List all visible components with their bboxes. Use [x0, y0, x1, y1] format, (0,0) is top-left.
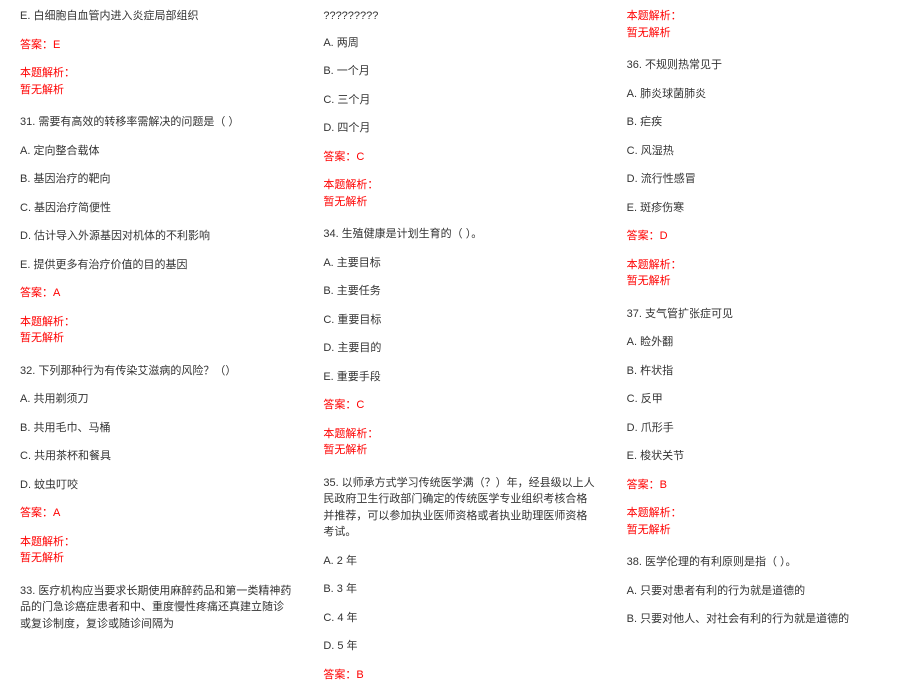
- q32-option-d: D. 蚊虫叮咬: [20, 477, 293, 494]
- q36-option-d: D. 流行性感冒: [627, 171, 900, 188]
- q34-option-b: B. 主要任务: [323, 283, 596, 300]
- q32-option-b: B. 共用毛巾、马桶: [20, 420, 293, 437]
- q33-option-a: A. 两周: [323, 35, 596, 52]
- q35-question: 35. 以师承方式学习传统医学满（？）年，经县级以上人民政府卫生行政部门确定的传…: [323, 475, 596, 541]
- q30-answer: 答案：E: [20, 37, 293, 54]
- q38-option-b: B. 只要对他人、对社会有利的行为就是道德的: [627, 611, 900, 628]
- q36-analysis-content: 暂无解析: [627, 273, 900, 290]
- q34-analysis-content: 暂无解析: [323, 442, 596, 459]
- q37-analysis-content: 暂无解析: [627, 522, 900, 539]
- q36-question: 36. 不规则热常见于: [627, 57, 900, 74]
- q30-analysis-label: 本题解析：: [20, 65, 293, 82]
- q34-option-e: E. 重要手段: [323, 369, 596, 386]
- q34-option-d: D. 主要目的: [323, 340, 596, 357]
- q33-answer: 答案：C: [323, 149, 596, 166]
- q34-analysis-label: 本题解析：: [323, 426, 596, 443]
- q31-option-c: C. 基因治疗简便性: [20, 200, 293, 217]
- page-container: E. 白细胞自血管内进入炎症局部组织 答案：E 本题解析： 暂无解析 31. 需…: [0, 0, 920, 651]
- q31-option-a: A. 定向整合载体: [20, 143, 293, 160]
- q33-option-d: D. 四个月: [323, 120, 596, 137]
- q34-option-c: C. 重要目标: [323, 312, 596, 329]
- q33-question: 33. 医疗机构应当要求长期使用麻醉药品和第一类精神药品的门急诊癌症患者和中、重…: [20, 583, 293, 633]
- q33-placeholder: ?????????: [323, 8, 596, 25]
- q37-answer: 答案：B: [627, 477, 900, 494]
- q36-option-e: E. 斑疹伤寒: [627, 200, 900, 217]
- q38-option-a: A. 只要对患者有利的行为就是道德的: [627, 583, 900, 600]
- q34-option-a: A. 主要目标: [323, 255, 596, 272]
- q31-option-b: B. 基因治疗的靶向: [20, 171, 293, 188]
- q32-option-a: A. 共用剃须刀: [20, 391, 293, 408]
- q37-option-e: E. 梭状关节: [627, 448, 900, 465]
- q33-option-b: B. 一个月: [323, 63, 596, 80]
- q30-analysis-content: 暂无解析: [20, 82, 293, 99]
- q36-answer: 答案：D: [627, 228, 900, 245]
- q37-option-d: D. 爪形手: [627, 420, 900, 437]
- q35-option-c: C. 4 年: [323, 610, 596, 627]
- q30-option-e: E. 白细胞自血管内进入炎症局部组织: [20, 8, 293, 25]
- q35-analysis-content: 暂无解析: [627, 25, 900, 42]
- q31-analysis-label: 本题解析：: [20, 314, 293, 331]
- q31-analysis-content: 暂无解析: [20, 330, 293, 347]
- q32-analysis-label: 本题解析：: [20, 534, 293, 551]
- q33-analysis-label: 本题解析：: [323, 177, 596, 194]
- q32-answer: 答案：A: [20, 505, 293, 522]
- q36-option-c: C. 风湿热: [627, 143, 900, 160]
- q36-option-b: B. 疟疾: [627, 114, 900, 131]
- q34-question: 34. 生殖健康是计划生育的（ ）。: [323, 226, 596, 243]
- q35-answer: 答案：B: [323, 667, 596, 683]
- q32-question: 32. 下列那种行为有传染艾滋病的风险？（）: [20, 363, 293, 380]
- q35-option-a: A. 2 年: [323, 553, 596, 570]
- column-3: 本题解析： 暂无解析 36. 不规则热常见于 A. 肺炎球菌肺炎 B. 疟疾 C…: [613, 0, 920, 651]
- q37-option-b: B. 杵状指: [627, 363, 900, 380]
- q35-option-b: B. 3 年: [323, 581, 596, 598]
- q35-option-d: D. 5 年: [323, 638, 596, 655]
- q37-option-c: C. 反甲: [627, 391, 900, 408]
- q37-question: 37. 支气管扩张症可见: [627, 306, 900, 323]
- column-2: ????????? A. 两周 B. 一个月 C. 三个月 D. 四个月 答案：…: [309, 0, 612, 651]
- q36-option-a: A. 肺炎球菌肺炎: [627, 86, 900, 103]
- column-1: E. 白细胞自血管内进入炎症局部组织 答案：E 本题解析： 暂无解析 31. 需…: [0, 0, 309, 651]
- q35-analysis-label: 本题解析：: [627, 8, 900, 25]
- q32-option-c: C. 共用茶杯和餐具: [20, 448, 293, 465]
- q32-analysis-content: 暂无解析: [20, 550, 293, 567]
- q37-option-a: A. 睑外翻: [627, 334, 900, 351]
- q33-analysis-content: 暂无解析: [323, 194, 596, 211]
- q36-analysis-label: 本题解析：: [627, 257, 900, 274]
- q33-option-c: C. 三个月: [323, 92, 596, 109]
- q38-question: 38. 医学伦理的有利原则是指（ ）。: [627, 554, 900, 571]
- q34-answer: 答案：C: [323, 397, 596, 414]
- q31-option-d: D. 估计导入外源基因对机体的不利影响: [20, 228, 293, 245]
- q37-analysis-label: 本题解析：: [627, 505, 900, 522]
- q31-answer: 答案：A: [20, 285, 293, 302]
- q31-option-e: E. 提供更多有治疗价值的目的基因: [20, 257, 293, 274]
- q31-question: 31. 需要有高效的转移率需解决的问题是（ ）: [20, 114, 293, 131]
